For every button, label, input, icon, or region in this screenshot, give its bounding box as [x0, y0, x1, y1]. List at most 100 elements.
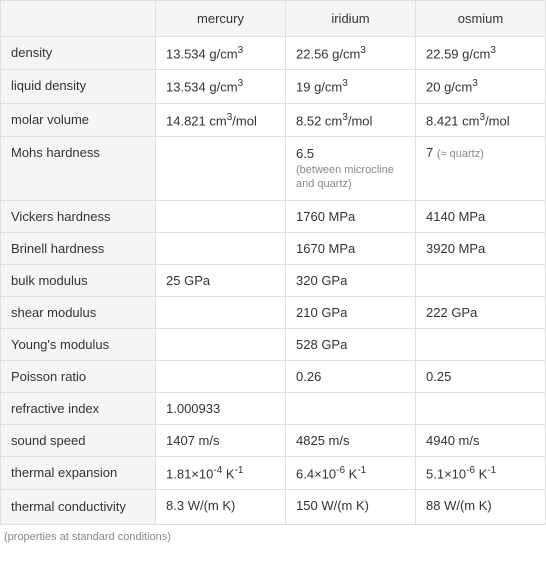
table-row: thermal expansion1.81×10-4 K-16.4×10-6 K… [1, 456, 546, 489]
cell-value: 3920 [426, 241, 455, 256]
table-row: density13.534 g/cm322.56 g/cm322.59 g/cm… [1, 37, 546, 70]
cell-sup: 3 [360, 45, 366, 56]
cell-unit: m/s [195, 433, 220, 448]
cell-osmium [416, 328, 546, 360]
cell-value: 1.81×10 [166, 466, 213, 481]
cell-iridium: 150 W/(m K) [286, 490, 416, 525]
cell-value: 0.25 [426, 369, 451, 384]
cell-osmium: 0.25 [416, 360, 546, 392]
cell-unit: g/cm [459, 46, 491, 61]
cell-sup-val: -6 [336, 465, 345, 476]
property-label: shear modulus [1, 296, 156, 328]
cell-osmium: 20 g/cm3 [416, 70, 546, 103]
table-row: bulk modulus25 GPa320 GPa [1, 264, 546, 296]
cell-value: 1670 [296, 241, 325, 256]
cell-value: 5.1×10 [426, 466, 466, 481]
cell-iridium: 6.5(between microcline and quartz) [286, 136, 416, 200]
cell-value: 4940 [426, 433, 455, 448]
cell-unit: m/s [325, 433, 350, 448]
cell-mercury: 1407 m/s [156, 424, 286, 456]
cell-unit: K [222, 466, 234, 481]
cell-osmium: 4940 m/s [416, 424, 546, 456]
cell-unit: GPa [318, 305, 348, 320]
cell-value: 6.4×10 [296, 466, 336, 481]
cell-mercury: 13.534 g/cm3 [156, 70, 286, 103]
property-label: refractive index [1, 392, 156, 424]
property-label: Young's modulus [1, 328, 156, 360]
cell-unit: K [345, 466, 357, 481]
property-label: Brinell hardness [1, 232, 156, 264]
cell-sup: 3 [472, 78, 478, 89]
cell-mercury [156, 296, 286, 328]
cell-iridium: 0.26 [286, 360, 416, 392]
cell-value: 88 [426, 498, 440, 513]
cell-sup: 3 [238, 45, 244, 56]
property-label: Vickers hardness [1, 200, 156, 232]
cell-unit: W/(m K) [184, 498, 235, 513]
cell-iridium: 19 g/cm3 [286, 70, 416, 103]
cell-unit: g/cm [329, 46, 361, 61]
cell-value: 14.821 [166, 113, 206, 128]
cell-value: 4140 [426, 209, 455, 224]
cell-osmium: 8.421 cm3/mol [416, 103, 546, 136]
cell-mercury: 1.81×10-4 K-1 [156, 456, 286, 489]
cell-mercury [156, 136, 286, 200]
table-row: refractive index1.000933 [1, 392, 546, 424]
cell-iridium: 6.4×10-6 K-1 [286, 456, 416, 489]
cell-iridium: 528 GPa [286, 328, 416, 360]
cell-unit-suffix: /mol [348, 113, 373, 128]
cell-osmium: 7 (≈ quartz) [416, 136, 546, 200]
cell-sup: -1 [487, 465, 496, 476]
table-row: shear modulus210 GPa222 GPa [1, 296, 546, 328]
table-row: Vickers hardness 1760 MPa 4140 MPa [1, 200, 546, 232]
table-row: Young's modulus 528 GPa [1, 328, 546, 360]
property-label: density [1, 37, 156, 70]
table-row: liquid density13.534 g/cm319 g/cm320 g/c… [1, 70, 546, 103]
table-row: molar volume14.821 cm3/mol8.52 cm3/mol8.… [1, 103, 546, 136]
cell-value: 4825 [296, 433, 325, 448]
cell-unit: cm [459, 113, 480, 128]
cell-unit: W/(m K) [318, 498, 369, 513]
cell-iridium [286, 392, 416, 424]
cell-value: 7 [426, 145, 433, 160]
header-empty [1, 1, 156, 37]
cell-mercury: 1.000933 [156, 392, 286, 424]
cell-osmium [416, 264, 546, 296]
cell-sup-val: -4 [213, 465, 222, 476]
cell-iridium: 320 GPa [286, 264, 416, 296]
properties-table: mercury iridium osmium density13.534 g/c… [0, 0, 546, 525]
property-label: liquid density [1, 70, 156, 103]
cell-unit: cm [321, 113, 342, 128]
cell-unit: g/cm [440, 80, 472, 95]
cell-value: 528 [296, 337, 318, 352]
cell-unit: W/(m K) [440, 498, 491, 513]
cell-value: 320 [296, 273, 318, 288]
cell-sup: 3 [490, 45, 496, 56]
cell-value: 0.26 [296, 369, 321, 384]
cell-value: 6.5 [296, 146, 314, 161]
table-row: sound speed1407 m/s4825 m/s4940 m/s [1, 424, 546, 456]
cell-value: 13.534 [166, 80, 206, 95]
cell-unit: MPa [325, 241, 355, 256]
cell-value: 20 [426, 80, 440, 95]
cell-unit: MPa [455, 209, 485, 224]
cell-unit: GPa [318, 337, 348, 352]
cell-mercury [156, 232, 286, 264]
cell-iridium: 4825 m/s [286, 424, 416, 456]
table-row: Poisson ratio0.260.25 [1, 360, 546, 392]
header-iridium: iridium [286, 1, 416, 37]
cell-osmium [416, 392, 546, 424]
cell-value: 22.56 [296, 46, 329, 61]
cell-value: 210 [296, 305, 318, 320]
cell-unit: g/cm [206, 80, 238, 95]
cell-unit: K [475, 466, 487, 481]
cell-value: 8.3 [166, 498, 184, 513]
table-row: Mohs hardness 6.5(between microcline and … [1, 136, 546, 200]
property-label: Mohs hardness [1, 136, 156, 200]
cell-unit: cm [206, 113, 227, 128]
cell-value: 222 [426, 305, 448, 320]
cell-iridium: 1760 MPa [286, 200, 416, 232]
table-body: density13.534 g/cm322.56 g/cm322.59 g/cm… [1, 37, 546, 525]
cell-sup: -1 [357, 465, 366, 476]
cell-mercury [156, 200, 286, 232]
